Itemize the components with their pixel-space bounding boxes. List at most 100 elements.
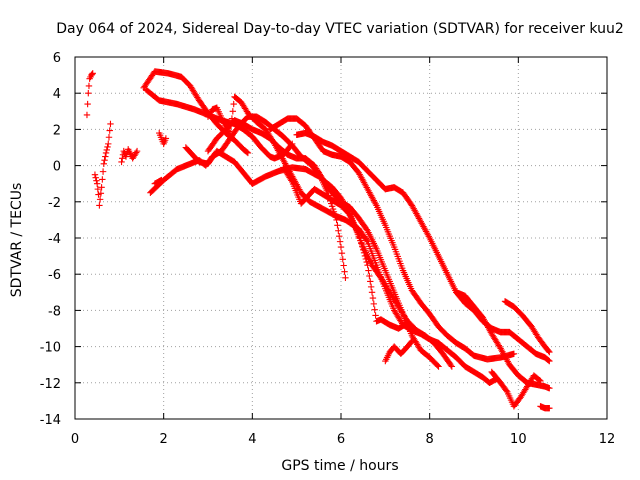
data-point <box>103 146 110 154</box>
x-tick-label: 4 <box>248 432 256 447</box>
data-point <box>370 300 378 308</box>
data-point <box>369 294 377 302</box>
series-track-10 <box>204 117 442 370</box>
chart-title: Day 064 of 2024, Sidereal Day-to-day VTE… <box>56 21 624 37</box>
data-point <box>361 252 369 260</box>
data-point <box>546 385 553 392</box>
series-track-5 <box>156 129 170 148</box>
data-point <box>119 155 126 162</box>
series-track-8 <box>147 113 349 282</box>
data-point <box>340 262 347 269</box>
data-point <box>363 258 370 266</box>
data-point <box>408 337 416 345</box>
y-tick-label: -4 <box>48 232 61 247</box>
data-point <box>336 232 343 240</box>
series-track-15 <box>293 129 553 365</box>
data-point <box>229 108 237 115</box>
x-tick-label: 2 <box>160 432 168 447</box>
data-point <box>99 168 107 175</box>
series-track-17 <box>453 289 553 392</box>
data-point <box>328 203 336 210</box>
data-point <box>336 238 344 245</box>
data-point <box>132 149 140 156</box>
data-point <box>335 227 342 234</box>
data-point <box>447 362 455 369</box>
data-point <box>364 261 371 269</box>
data-point <box>97 190 105 197</box>
data-point <box>84 100 91 108</box>
data-point <box>545 347 552 355</box>
data-point <box>367 283 375 291</box>
series-track-18 <box>488 368 544 410</box>
series-track-19 <box>501 298 553 356</box>
data-point <box>536 377 543 384</box>
series-track-7 <box>142 86 296 162</box>
data-point <box>89 70 96 77</box>
data-point <box>92 174 99 181</box>
data-point <box>365 267 372 274</box>
data-point <box>85 82 93 90</box>
data-point <box>359 246 367 253</box>
data-point <box>342 274 349 282</box>
data-point <box>243 149 251 156</box>
y-tick-label: 4 <box>53 87 61 102</box>
data-point <box>360 249 368 257</box>
data-point <box>104 143 111 151</box>
data-point <box>435 363 442 370</box>
x-tick-label: 6 <box>337 432 345 447</box>
x-tick-label: 10 <box>510 432 527 447</box>
data-point <box>88 70 96 78</box>
data-point <box>102 149 110 157</box>
data-point <box>106 127 113 134</box>
data-point <box>91 171 99 178</box>
data-point <box>93 177 100 184</box>
y-tick-label: -8 <box>48 304 61 319</box>
y-tick-label: 6 <box>53 51 61 66</box>
data-point <box>98 184 105 191</box>
x-tick-label: 8 <box>426 432 434 447</box>
y-tick-label: 0 <box>53 160 61 175</box>
data-point <box>133 147 141 155</box>
y-axis-label: SDTVAR / TECUs <box>9 183 25 298</box>
data-point <box>94 185 102 193</box>
data-point <box>368 289 376 296</box>
data-point <box>510 350 518 358</box>
data-point <box>230 100 237 108</box>
data-point <box>407 339 415 346</box>
data-point <box>162 135 170 142</box>
series-track-13 <box>280 164 411 332</box>
data-point <box>100 160 108 167</box>
data-point <box>85 90 92 97</box>
data-point <box>546 357 553 365</box>
data-point <box>102 153 109 160</box>
series-track-3 <box>118 146 141 166</box>
data-point <box>545 357 552 364</box>
data-point <box>226 129 234 137</box>
data-point <box>337 243 345 251</box>
data-point <box>358 240 365 247</box>
y-tick-label: -6 <box>48 268 61 283</box>
data-point <box>355 231 362 238</box>
data-point <box>338 250 346 257</box>
data-point <box>371 306 378 313</box>
data-point <box>341 268 348 275</box>
data-point <box>372 312 379 319</box>
data-point <box>448 363 456 370</box>
data-point <box>105 134 113 141</box>
y-tick-label: -14 <box>40 413 61 428</box>
data-point <box>546 348 553 356</box>
data-point <box>359 243 366 250</box>
data-point <box>367 278 374 285</box>
data-point <box>83 111 91 119</box>
data-point <box>357 237 364 244</box>
data-point <box>93 180 101 187</box>
data-point <box>434 362 441 369</box>
data-point <box>96 202 103 209</box>
data-point <box>404 319 411 327</box>
axis-ticks: 0 2 4 6 8 10 12 -14 -12 -10 -8 -6 -4 -2 0 2 4 6 <box>40 51 616 447</box>
y-tick-label: 2 <box>53 123 61 138</box>
series-track-11 <box>182 144 256 187</box>
data-point <box>339 256 346 263</box>
data-point <box>118 158 125 166</box>
data-point <box>503 387 510 394</box>
